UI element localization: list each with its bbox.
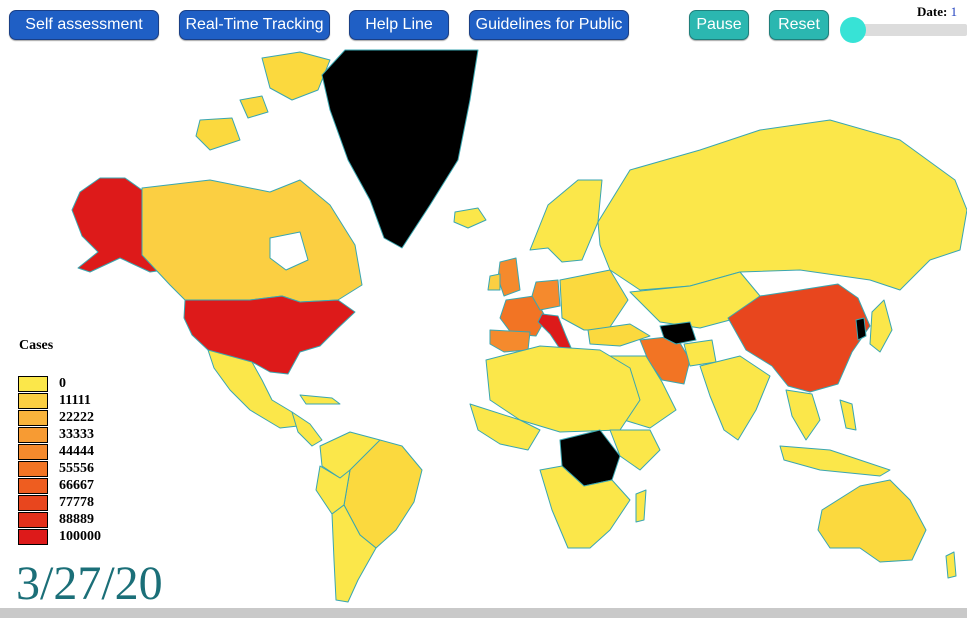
- region-arctic-islands-2[interactable]: [195, 117, 241, 151]
- region-australia[interactable]: [817, 479, 927, 563]
- pause-button[interactable]: Pause: [689, 10, 749, 40]
- legend-swatch: [18, 427, 48, 443]
- region-north-africa[interactable]: [485, 345, 641, 433]
- date-readout: Date: 1: [917, 4, 957, 20]
- region-scandinavia[interactable]: [529, 179, 603, 263]
- reset-button[interactable]: Reset: [769, 10, 829, 40]
- region-madagascar[interactable]: [635, 489, 647, 523]
- date-label-text: Date:: [917, 4, 948, 19]
- horizontal-scrollbar[interactable]: [0, 608, 967, 618]
- region-southeast-asia[interactable]: [785, 389, 821, 441]
- region-arctic-islands-3[interactable]: [239, 95, 269, 119]
- region-indonesia[interactable]: [779, 445, 891, 477]
- self-assessment-button[interactable]: Self assessment: [9, 10, 159, 40]
- region-china[interactable]: [727, 283, 871, 393]
- date-slider-track[interactable]: [852, 24, 967, 36]
- region-turkey[interactable]: [587, 323, 651, 347]
- region-central-america[interactable]: [291, 411, 323, 447]
- legend-label: 55556: [59, 461, 94, 476]
- region-germany[interactable]: [531, 279, 561, 311]
- hudson-bay: [269, 231, 309, 271]
- legend-label: 0: [59, 376, 66, 391]
- date-slider-thumb[interactable]: [840, 17, 866, 43]
- region-uk[interactable]: [497, 257, 521, 297]
- legend-swatch: [18, 461, 48, 477]
- legend-title: Cases: [19, 338, 54, 353]
- region-greenland[interactable]: [321, 49, 479, 249]
- legend-label: 33333: [59, 427, 94, 442]
- legend-label: 22222: [59, 410, 94, 425]
- guidelines-button[interactable]: Guidelines for Public: [469, 10, 629, 40]
- region-east-africa[interactable]: [609, 429, 661, 471]
- region-canada[interactable]: [141, 179, 363, 303]
- region-argentina-chile[interactable]: [331, 504, 377, 603]
- legend-swatch: [18, 444, 48, 460]
- region-afghanistan[interactable]: [683, 339, 717, 367]
- region-eastern-europe[interactable]: [559, 269, 629, 331]
- legend-label: 11111: [59, 393, 91, 408]
- region-philippines[interactable]: [839, 399, 857, 431]
- region-japan[interactable]: [869, 299, 893, 353]
- legend-label: 88889: [59, 512, 94, 527]
- date-value: 1: [950, 4, 958, 19]
- legend-swatch: [18, 529, 48, 545]
- region-russia[interactable]: [597, 119, 967, 291]
- legend-swatch: [18, 393, 48, 409]
- region-arctic-islands[interactable]: [261, 51, 331, 101]
- region-caribbean[interactable]: [299, 394, 341, 405]
- legend-swatch: [18, 410, 48, 426]
- region-new-zealand[interactable]: [945, 551, 957, 579]
- legend-swatch: [18, 478, 48, 494]
- region-korea[interactable]: [855, 317, 867, 341]
- region-iceland[interactable]: [453, 207, 487, 229]
- legend-swatch: [18, 376, 48, 392]
- realtime-tracking-button[interactable]: Real-Time Tracking: [179, 10, 330, 40]
- region-caucasus-black[interactable]: [659, 321, 697, 345]
- toolbar: Self assessment Real-Time Tracking Help …: [0, 0, 967, 50]
- legend-label: 77778: [59, 495, 94, 510]
- legend-swatch: [18, 512, 48, 528]
- region-india[interactable]: [699, 355, 771, 441]
- current-date-display: 3/27/20: [16, 557, 163, 610]
- region-ireland[interactable]: [487, 273, 501, 291]
- region-west-africa[interactable]: [469, 403, 541, 451]
- legend-label: 100000: [59, 529, 101, 544]
- region-southern-africa[interactable]: [539, 465, 631, 549]
- legend-label: 44444: [59, 444, 94, 459]
- region-usa[interactable]: [183, 295, 356, 375]
- legend-label: 66667: [59, 478, 94, 493]
- help-line-button[interactable]: Help Line: [349, 10, 449, 40]
- legend-swatch: [18, 495, 48, 511]
- region-spain[interactable]: [489, 329, 531, 353]
